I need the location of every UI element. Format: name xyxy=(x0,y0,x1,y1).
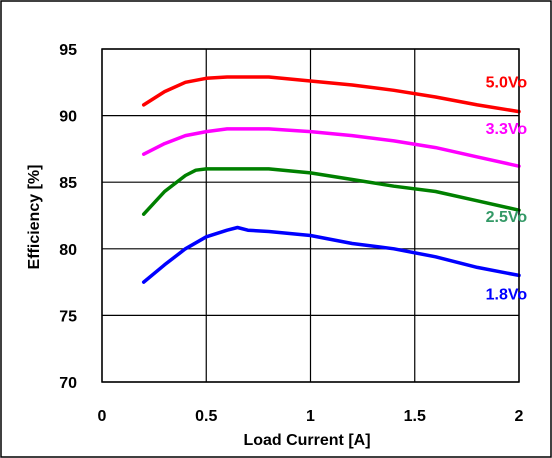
x-tick-label: 0 xyxy=(98,408,107,425)
x-tick-label: 1 xyxy=(306,408,315,425)
series-label-layer: 5.0Vo 3.3Vo 2.5Vo 1.8Vo xyxy=(486,75,528,304)
y-tick-label: 85 xyxy=(59,175,77,192)
y-tick-label: 80 xyxy=(59,242,77,259)
y-tick-label: 75 xyxy=(59,308,77,325)
series-label: 1.8Vo xyxy=(486,286,528,303)
tick-label-layer: 0 0.5 1 1.5 2 70 75 80 85 90 95 xyxy=(59,42,523,425)
series-label: 2.5Vo xyxy=(486,209,528,226)
x-axis-title: Load Current [A] xyxy=(243,432,370,449)
plot-area-border xyxy=(101,48,520,383)
series-label: 5.0Vo xyxy=(486,75,528,92)
series-line-5-0vo xyxy=(141,75,521,114)
y-axis-title: Efficiency [%] xyxy=(26,165,43,270)
series-line-2-5vo xyxy=(141,167,521,216)
x-tick-label: 2 xyxy=(515,408,524,425)
y-tick-label: 95 xyxy=(59,42,77,59)
series-layer xyxy=(141,75,521,284)
series-line-1-8vo xyxy=(141,225,521,284)
series-label: 3.3Vo xyxy=(486,121,528,138)
x-tick-label: 0.5 xyxy=(195,408,217,425)
x-tick-label: 1.5 xyxy=(404,408,426,425)
series-line-3-3vo xyxy=(141,127,521,168)
y-tick-label: 90 xyxy=(59,109,77,126)
y-tick-label: 70 xyxy=(59,375,77,392)
